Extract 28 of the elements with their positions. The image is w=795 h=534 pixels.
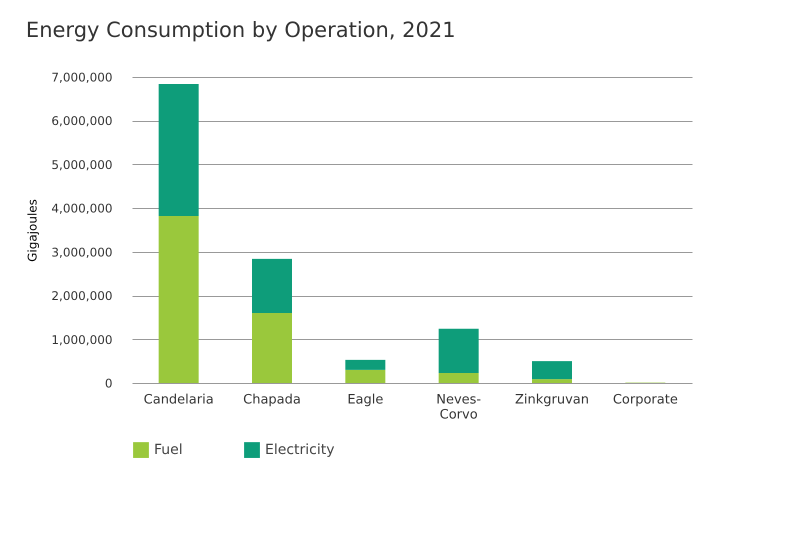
bar xyxy=(158,84,199,216)
legend-label: Electricity xyxy=(265,442,335,458)
bar xyxy=(438,328,479,373)
y-tick-label: 3,000,000 xyxy=(51,245,112,260)
y-axis-title: Gigajoules xyxy=(25,199,40,262)
x-tick-label: Neves-Corvo xyxy=(436,392,482,422)
y-tick-label: 2,000,000 xyxy=(51,289,112,304)
x-tick-label: Zinkgruvan xyxy=(514,392,590,408)
y-tick-label: 6,000,000 xyxy=(51,114,112,128)
bar xyxy=(438,372,479,383)
x-tick-label: Candelaria xyxy=(144,392,214,408)
legend-label: Fuel xyxy=(154,442,183,458)
bar xyxy=(345,370,386,383)
bar xyxy=(252,258,292,314)
x-tick-label: Chapada xyxy=(243,392,301,408)
bar xyxy=(532,361,572,380)
x-tick-label: Corporate xyxy=(612,392,678,408)
bar xyxy=(252,313,292,383)
bar xyxy=(158,216,199,383)
chart-title: Energy Consumption by Operation, 2021 xyxy=(26,18,456,42)
y-tick-label: 4,000,000 xyxy=(51,202,112,216)
y-tick-label: 1,000,000 xyxy=(51,332,112,347)
y-tick-label: 5,000,000 xyxy=(51,158,112,172)
x-tick-label: Eagle xyxy=(347,392,384,408)
bar xyxy=(532,379,572,383)
y-tick-label: 7,000,000 xyxy=(51,70,112,84)
y-tick-label: 0 xyxy=(104,376,112,390)
bar xyxy=(345,360,386,370)
